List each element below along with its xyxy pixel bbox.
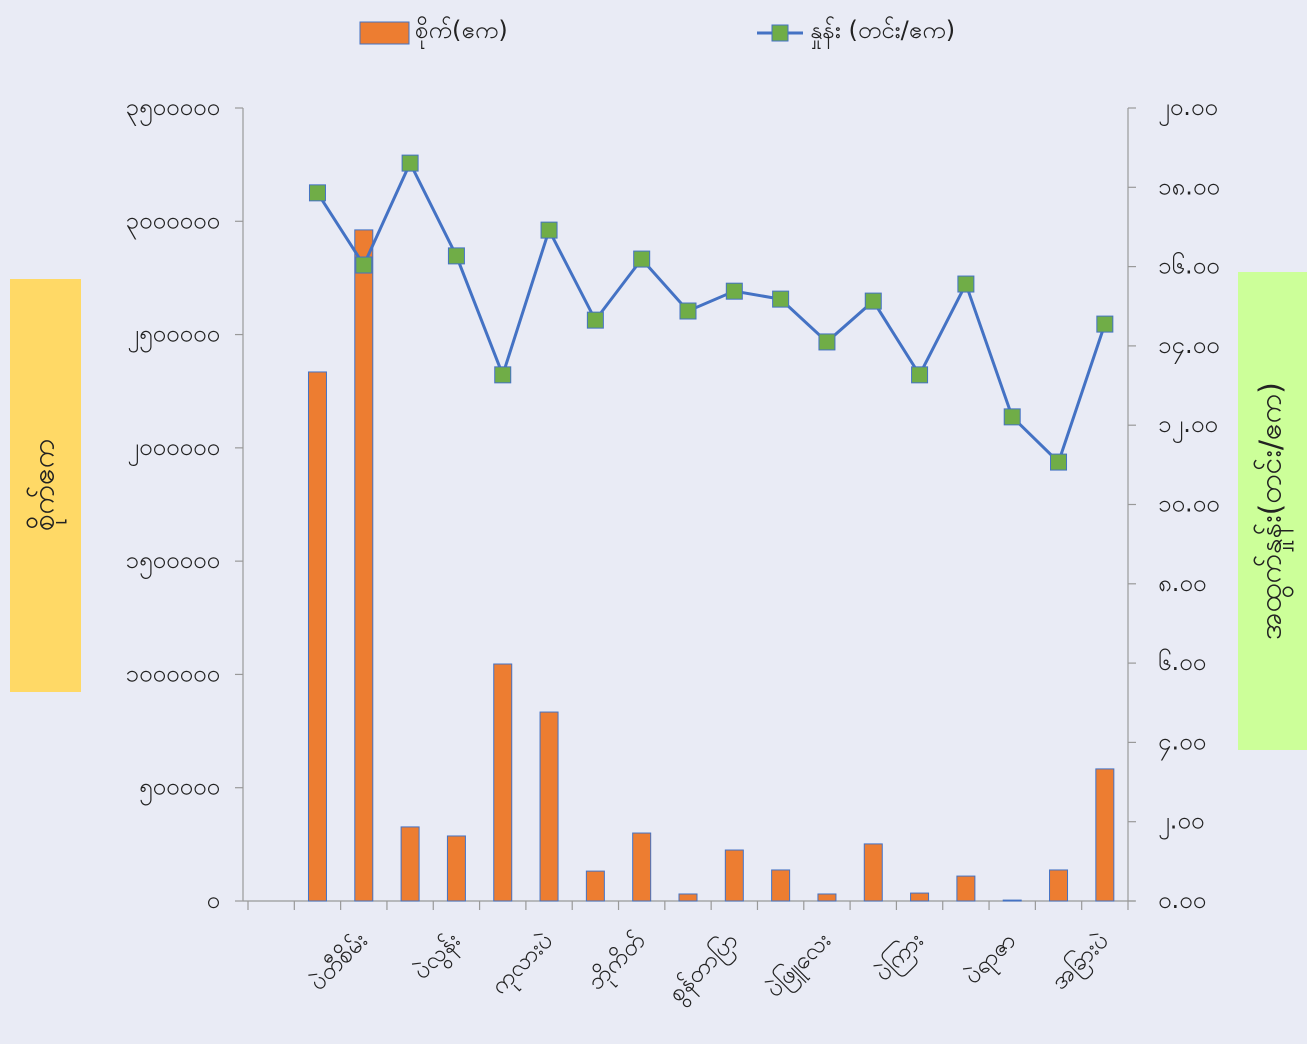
y-title-box [10, 279, 81, 692]
y-tick-label: ၃၅၀၀၀၀၀ [126, 93, 221, 126]
y-tick-label: ၂၅၀၀၀၀၀ [127, 320, 220, 353]
y2-tick-label: ၂.၀၀ [1158, 807, 1204, 840]
y2-tick-label: ၁၀.၀၀ [1158, 490, 1220, 518]
y2-tick-label: ၂၀.၀၀ [1158, 93, 1218, 126]
y2-tick-label: ၀.၀၀ [1158, 886, 1206, 914]
marker [864, 292, 882, 310]
bar [493, 663, 513, 902]
marker [586, 311, 604, 329]
bar [585, 870, 605, 902]
bar [817, 893, 837, 902]
bar [910, 892, 930, 902]
bar [354, 229, 374, 902]
bar [539, 711, 559, 902]
bar [678, 893, 698, 902]
legend-swatch [359, 21, 410, 45]
marker [1003, 408, 1021, 426]
marker [308, 184, 326, 202]
y2-tick-label: ၈.၀၀ [1158, 569, 1206, 597]
y2-title-box [1238, 272, 1307, 750]
marker [355, 256, 373, 274]
marker [447, 247, 465, 265]
marker [772, 290, 790, 308]
y-tick-label: ၁၀၀၀၀၀၀ [126, 659, 221, 687]
legend-label: နှုန်း (တင်း/ဧက) [810, 15, 955, 49]
marker [401, 154, 419, 172]
marker [1050, 453, 1068, 471]
marker [1096, 315, 1114, 333]
bar [446, 835, 466, 902]
y-tick-label: ၁၅၀၀၀၀၀ [126, 546, 221, 579]
bar [1049, 869, 1069, 902]
marker [911, 366, 929, 384]
marker [540, 221, 558, 239]
marker [633, 250, 651, 268]
y2-axis-title: အထွက်နှုန်း(တင်း/ဧက) [1254, 382, 1295, 640]
y2-tick-label: ၁၂.၀၀ [1158, 410, 1218, 443]
y2-tick-label: ၁၄.၀၀ [1158, 331, 1220, 364]
y2-tick-label: ၄.၀၀ [1158, 727, 1206, 760]
y-axis-title: စိုက်ဧက [27, 439, 68, 531]
bar [771, 869, 791, 902]
bar [724, 849, 744, 902]
legend-label: စိုက်(ဧက) [415, 15, 508, 49]
line [316, 159, 1107, 465]
y2-tick-label: ၆.၀၀ [1158, 647, 1206, 676]
y2-tick-label: ၁၈.၀၀ [1158, 172, 1220, 200]
marker [494, 366, 512, 384]
bar [307, 371, 327, 902]
y-tick-label: ၀ [207, 886, 221, 914]
marker [818, 333, 836, 351]
bar [1095, 768, 1115, 902]
legend-marker [771, 24, 789, 42]
y-tick-label: ၅၀၀၀၀၀ [139, 773, 220, 806]
marker [957, 275, 975, 293]
marker [725, 282, 743, 300]
bar [863, 843, 883, 902]
bar [956, 875, 976, 902]
bar [1002, 899, 1022, 902]
y-tick-label: ၂၀၀၀၀၀၀ [127, 433, 220, 466]
y-tick-label: ၃၀၀၀၀၀၀ [126, 206, 221, 239]
bar [632, 832, 652, 902]
y2-tick-label: ၁၆.၀၀ [1158, 251, 1220, 280]
marker [679, 302, 697, 320]
bar [400, 826, 420, 902]
